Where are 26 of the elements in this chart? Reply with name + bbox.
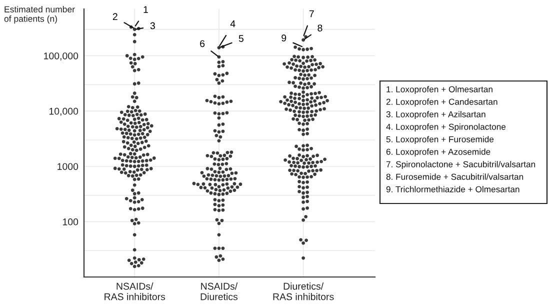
x-tick-label: Diuretics/ RAS inhibitors bbox=[273, 282, 334, 300]
annotation: 7 bbox=[309, 10, 314, 18]
y-tick-label: 10,000 bbox=[49, 108, 78, 116]
annotation: 8 bbox=[318, 24, 322, 32]
y-axis-title: Estimated number of patients (n) bbox=[4, 6, 75, 24]
annotation: 9 bbox=[282, 34, 286, 42]
annotation: 4 bbox=[230, 20, 236, 28]
y-tick-label: 100,000 bbox=[44, 52, 78, 61]
text: 5. Loxoprofen + Furosemide bbox=[386, 136, 494, 144]
annotation: 6 bbox=[200, 40, 205, 48]
annotation: 5 bbox=[238, 35, 244, 42]
text: 6. Loxoprofen + Azosemide bbox=[386, 148, 490, 157]
text: 8. Furosemide + Sacubitril/valsartan bbox=[386, 174, 524, 180]
text: 2. Loxoprofen + Candesartan bbox=[386, 98, 498, 107]
annotation: 1 bbox=[144, 6, 148, 13]
x-tick-label: NSAIDs/ Diuretics bbox=[200, 282, 238, 300]
text: 9. Trichlormethiazide + Olmesartan bbox=[386, 186, 520, 192]
x-tick-label: NSAIDs/ RAS inhibitors bbox=[104, 282, 166, 300]
y-tick-label: 1000 bbox=[58, 163, 78, 170]
text: 1. Loxoprofen + Olmesartan bbox=[386, 86, 492, 94]
text: 7. Spironolactone + Sacubitril/valsartan bbox=[386, 161, 536, 170]
text: 4. Loxoprofen + Spironolactone bbox=[386, 124, 506, 132]
annotation: 2 bbox=[112, 13, 118, 20]
y-tick-label: 100 bbox=[62, 218, 78, 226]
annotation: 3 bbox=[150, 22, 155, 30]
text: 3. Loxoprofen + Azilsartan bbox=[386, 111, 486, 120]
